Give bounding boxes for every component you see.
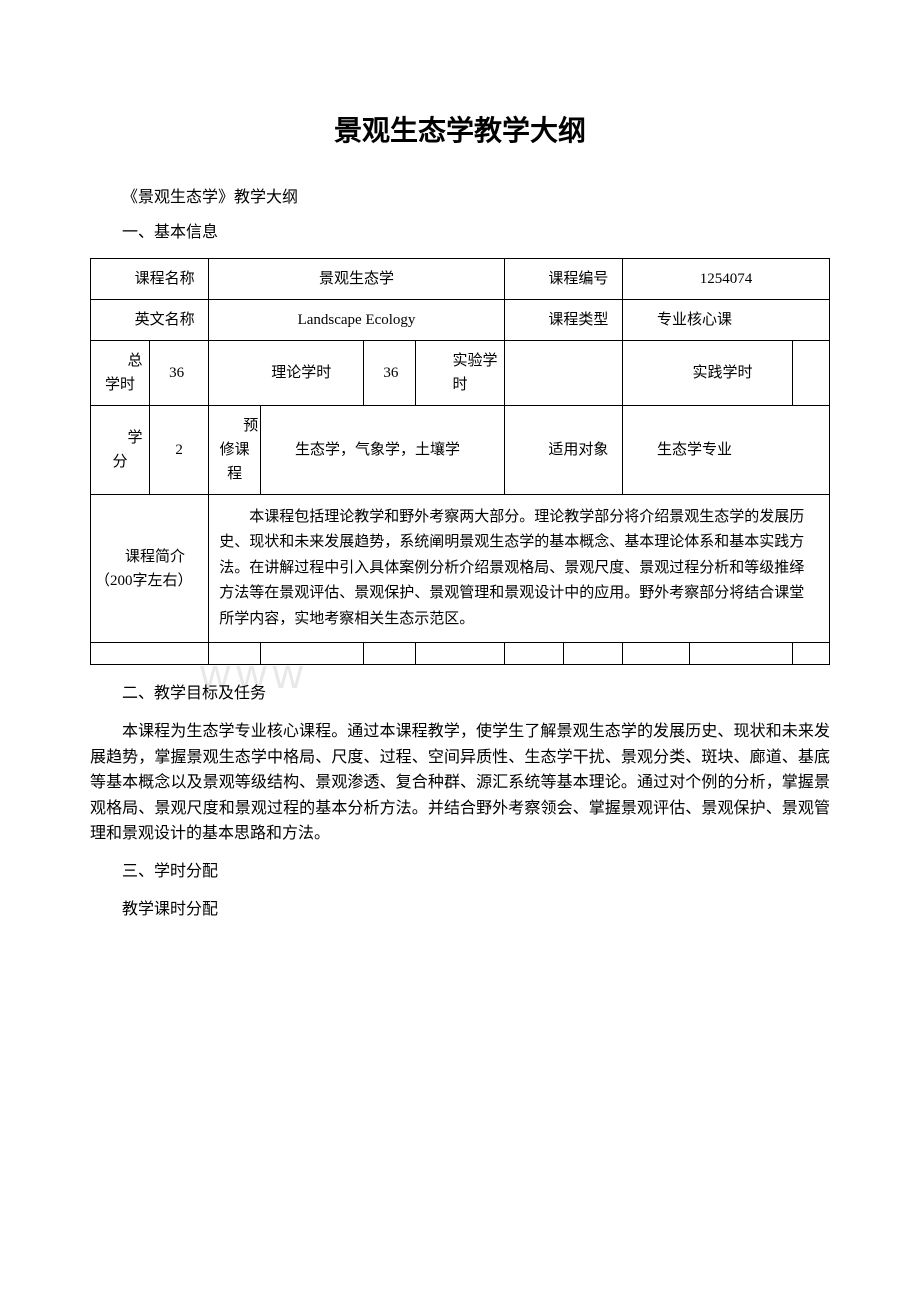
cell-course-name-label: 课程名称: [91, 258, 209, 299]
cell-exp-hours-label: 实验学时: [416, 340, 505, 405]
cell-total-hours-label: 总学时: [91, 340, 150, 405]
cell-total-hours-value: 36: [150, 340, 209, 405]
empty-cell: [563, 643, 622, 665]
cell-summary-value: 本课程包括理论教学和野外考察两大部分。理论教学部分将介绍景观生态学的发展历史、现…: [209, 494, 830, 643]
empty-cell: [260, 643, 363, 665]
cell-credit-value: 2: [150, 405, 209, 494]
cell-theory-hours-value: 36: [364, 340, 416, 405]
cell-english-name-value: Landscape Ecology: [209, 299, 505, 340]
empty-cell: [364, 643, 416, 665]
cell-practice-hours-label: 实践学时: [623, 340, 793, 405]
section-heading-1: 一、基本信息: [90, 220, 830, 246]
table-row: 总学时 36 理论学时 36 实验学时 实践学时: [91, 340, 830, 405]
cell-course-name-value: 景观生态学: [209, 258, 505, 299]
empty-cell: [416, 643, 505, 665]
cell-practice-hours-value: [792, 340, 829, 405]
section-heading-2: 二、教学目标及任务: [90, 681, 830, 707]
cell-course-code-value: 1254074: [623, 258, 830, 299]
section-heading-3: 三、学时分配: [90, 859, 830, 885]
cell-english-name-label: 英文名称: [91, 299, 209, 340]
empty-cell: [504, 643, 563, 665]
document-subtitle: 《景观生态学》教学大纲: [90, 185, 830, 211]
table-row: 课程名称 景观生态学 课程编号 1254074: [91, 258, 830, 299]
table-row: 课程简介（200字左右） 本课程包括理论教学和野外考察两大部分。理论教学部分将介…: [91, 494, 830, 643]
cell-summary-label: 课程简介（200字左右）: [91, 494, 209, 643]
basic-info-table: 课程名称 景观生态学 课程编号 1254074 英文名称 Landscape E…: [90, 258, 830, 666]
empty-cell: [209, 643, 261, 665]
cell-course-code-label: 课程编号: [504, 258, 622, 299]
empty-cell: [623, 643, 690, 665]
page-title: 景观生态学教学大纲: [90, 110, 830, 155]
cell-course-type-value: 专业核心课: [623, 299, 830, 340]
objectives-paragraph: 本课程为生态学专业核心课程。通过本课程教学，使学生了解景观生态学的发展历史、现状…: [90, 719, 830, 847]
cell-credit-label: 学分: [91, 405, 150, 494]
cell-target-value: 生态学专业: [623, 405, 830, 494]
cell-target-label: 适用对象: [504, 405, 622, 494]
section-heading-4: 教学课时分配: [90, 897, 830, 923]
cell-course-type-label: 课程类型: [504, 299, 622, 340]
table-row: 学分 2 预修课程 生态学，气象学，土壤学 适用对象 生态学专业: [91, 405, 830, 494]
cell-prereq-label: 预修课程: [209, 405, 261, 494]
cell-exp-hours-value: [504, 340, 622, 405]
empty-cell: [689, 643, 792, 665]
table-row: 英文名称 Landscape Ecology 课程类型 专业核心课: [91, 299, 830, 340]
cell-prereq-value: 生态学，气象学，土壤学: [260, 405, 504, 494]
table-row: [91, 643, 830, 665]
empty-cell: [91, 643, 209, 665]
empty-cell: [792, 643, 829, 665]
cell-theory-hours-label: 理论学时: [209, 340, 364, 405]
